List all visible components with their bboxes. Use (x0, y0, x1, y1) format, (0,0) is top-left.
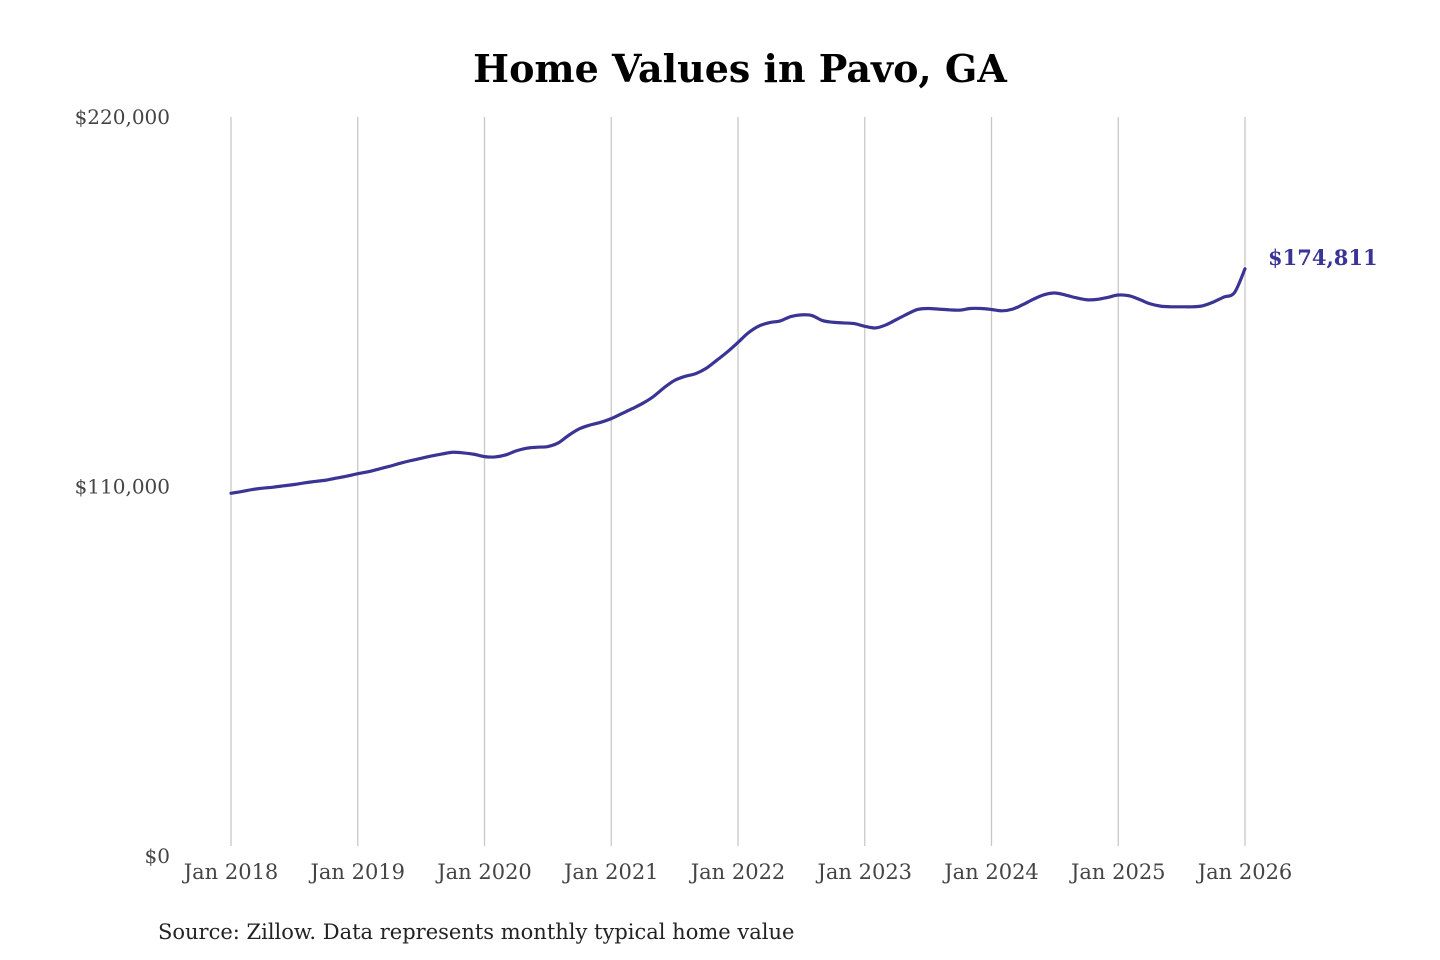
y-tick-label: $0 (145, 844, 170, 868)
x-tick-label: Jan 2020 (435, 860, 532, 884)
y-axis-tick-labels: $0 $110,000 $220,000 (75, 105, 170, 868)
x-tick-label: Jan 2021 (562, 860, 659, 884)
y-tick-label: $220,000 (75, 105, 170, 129)
x-tick-label: Jan 2025 (1069, 860, 1166, 884)
home-value-line (229, 267, 1247, 495)
x-axis-tick-labels: Jan 2018 Jan 2019 Jan 2020 Jan 2021 Jan 2022… (182, 860, 1293, 884)
latest-value-label: $174,811 (1268, 245, 1378, 270)
vertical-gridlines (230, 117, 1246, 846)
x-tick-label: Jan 2024 (942, 860, 1039, 884)
x-tick-label: Jan 2023 (815, 860, 912, 884)
source-note: Source: Zillow. Data represents monthly … (158, 920, 794, 944)
x-tick-label: Jan 2026 (1196, 860, 1293, 884)
x-tick-label: Jan 2019 (308, 860, 405, 884)
x-tick-label: Jan 2018 (182, 860, 279, 884)
y-tick-label: $110,000 (75, 475, 170, 499)
x-tick-label: Jan 2022 (689, 860, 786, 884)
chart-title: Home Values in Pavo, GA (473, 46, 1007, 91)
